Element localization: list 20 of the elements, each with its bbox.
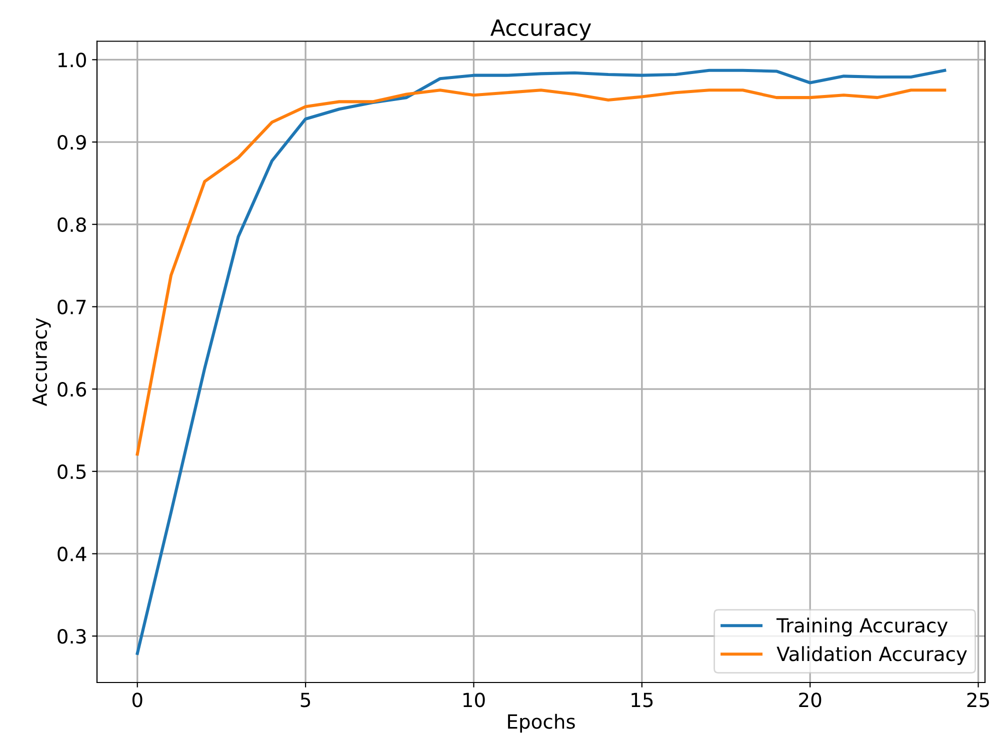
x-tick-label: 25 xyxy=(967,692,989,708)
y-tick-label: 0.6 xyxy=(58,382,86,397)
x-tick-label: 15 xyxy=(632,692,653,708)
y-tick-label: 0.3 xyxy=(58,629,86,644)
y-tick-label: 0.9 xyxy=(58,134,86,150)
x-tick-label: 5 xyxy=(300,692,310,708)
chart-title: Accuracy xyxy=(490,19,592,40)
line-series xyxy=(136,88,946,456)
y-tick-label: 0.8 xyxy=(58,217,86,232)
y-axis-title: Accuracy xyxy=(32,318,51,406)
legend-label: Training Accuracy xyxy=(776,618,948,636)
x-tick-label: 0 xyxy=(132,692,142,708)
x-axis-title: Epochs xyxy=(508,714,575,733)
y-tick-label: 0.5 xyxy=(58,464,86,480)
x-tick-label: 10 xyxy=(463,692,485,708)
x-tick-label: 20 xyxy=(799,692,822,708)
y-tick-label: 1.0 xyxy=(58,52,86,68)
legend-label: Validation Accuracy xyxy=(776,646,967,665)
y-tick-label: 0.4 xyxy=(58,546,86,562)
y-tick-label: 0.7 xyxy=(58,300,86,314)
